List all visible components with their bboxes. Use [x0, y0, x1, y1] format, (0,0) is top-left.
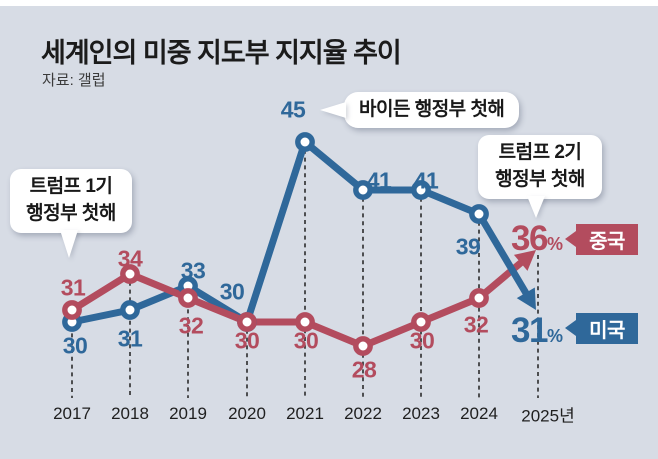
final-value-usa-number: 31 — [511, 311, 548, 350]
value-label-us-2021: 45 — [280, 96, 306, 123]
x-tick-2020: 2020 — [228, 404, 266, 423]
x-tick-2023: 2023 — [402, 404, 440, 423]
value-label-us-2019: 33 — [180, 257, 206, 284]
us-arrowhead-icon — [516, 287, 536, 310]
point-cn-2022 — [353, 336, 373, 356]
point-cn-2024 — [469, 288, 489, 308]
point-cn-2020 — [237, 312, 257, 332]
annotation-biden-text: 바이든 행정부 첫해 — [359, 98, 505, 120]
annotation-trump2-line1: 트럼프 2기 — [498, 142, 582, 164]
china-tag-arrow-icon — [565, 231, 576, 247]
point-us-2018 — [120, 300, 140, 320]
value-label-cn-2021: 30 — [293, 327, 319, 354]
value-label-cn-2023: 30 — [409, 327, 435, 354]
value-label-us-2024: 39 — [455, 233, 481, 260]
value-label-us-2023: 41 — [413, 167, 439, 194]
x-tick-2018: 2018 — [111, 404, 149, 423]
point-cn-2018 — [120, 264, 140, 284]
value-label-cn-2019: 32 — [178, 312, 204, 339]
point-cn-2019 — [178, 288, 198, 308]
china-series-tag: 중국 — [576, 224, 638, 255]
annotation-biden-bubble: 바이든 행정부 첫해 — [344, 92, 520, 128]
page-title: 세계인의 미중 지도부 지지율 추이 — [41, 38, 402, 68]
value-label-us-2022: 41 — [366, 167, 392, 194]
final-value-china: 36% — [511, 219, 563, 259]
final-value-usa: 31% — [511, 311, 563, 351]
point-cn-2023 — [411, 312, 431, 332]
annotation-trump2-tail — [527, 196, 545, 218]
annotation-trump1-line1: 트럼프 1기 — [29, 176, 113, 198]
us-arrow-shaft — [475, 212, 532, 300]
value-label-us-2020: 30 — [219, 278, 245, 305]
x-tick-2022: 2022 — [344, 404, 382, 423]
x-tick-2024: 2024 — [460, 404, 498, 423]
final-value-usa-percent: % — [546, 326, 563, 346]
annotation-trump1-tail — [60, 230, 78, 258]
annotation-trump1-line2: 행정부 첫해 — [26, 203, 116, 224]
x-tick-2025년: 2025년 — [521, 406, 575, 426]
value-label-cn-2022: 28 — [351, 356, 377, 383]
annotation-trump2-bubble: 트럼프 2기 행정부 첫해 — [478, 135, 602, 199]
value-label-us-2017: 30 — [62, 332, 88, 359]
source-label: 자료: 갤럽 — [42, 72, 106, 89]
point-cn-2017 — [62, 300, 82, 320]
usa-tag-arrow-icon — [565, 320, 576, 336]
annotation-trump2-line2: 행정부 첫해 — [495, 169, 585, 190]
value-label-cn-2018: 34 — [117, 245, 143, 272]
cn-arrow-shaft — [476, 256, 528, 301]
value-label-us-2018: 31 — [117, 325, 143, 352]
top-white-strip — [0, 0, 658, 6]
final-value-china-number: 36 — [511, 219, 548, 258]
annotation-trump1-bubble: 트럼프 1기 행정부 첫해 — [10, 169, 132, 233]
annotation-biden-tail — [320, 102, 346, 118]
point-us-2023 — [411, 180, 431, 200]
cn-line — [70, 270, 481, 350]
cn-arrowhead-icon — [513, 250, 536, 271]
point-us-2021 — [295, 132, 315, 152]
point-cn-2021 — [295, 312, 315, 332]
x-tick-2017: 2017 — [53, 404, 91, 423]
point-us-2024 — [469, 204, 489, 224]
final-value-china-percent: % — [546, 234, 563, 254]
value-label-cn-2017: 31 — [60, 274, 86, 301]
x-tick-2021: 2021 — [286, 404, 324, 423]
point-us-2022 — [353, 180, 373, 200]
usa-series-tag: 미국 — [576, 313, 638, 344]
value-label-cn-2020: 30 — [234, 327, 260, 354]
value-label-cn-2024: 32 — [463, 311, 489, 338]
x-tick-2019: 2019 — [169, 404, 207, 423]
